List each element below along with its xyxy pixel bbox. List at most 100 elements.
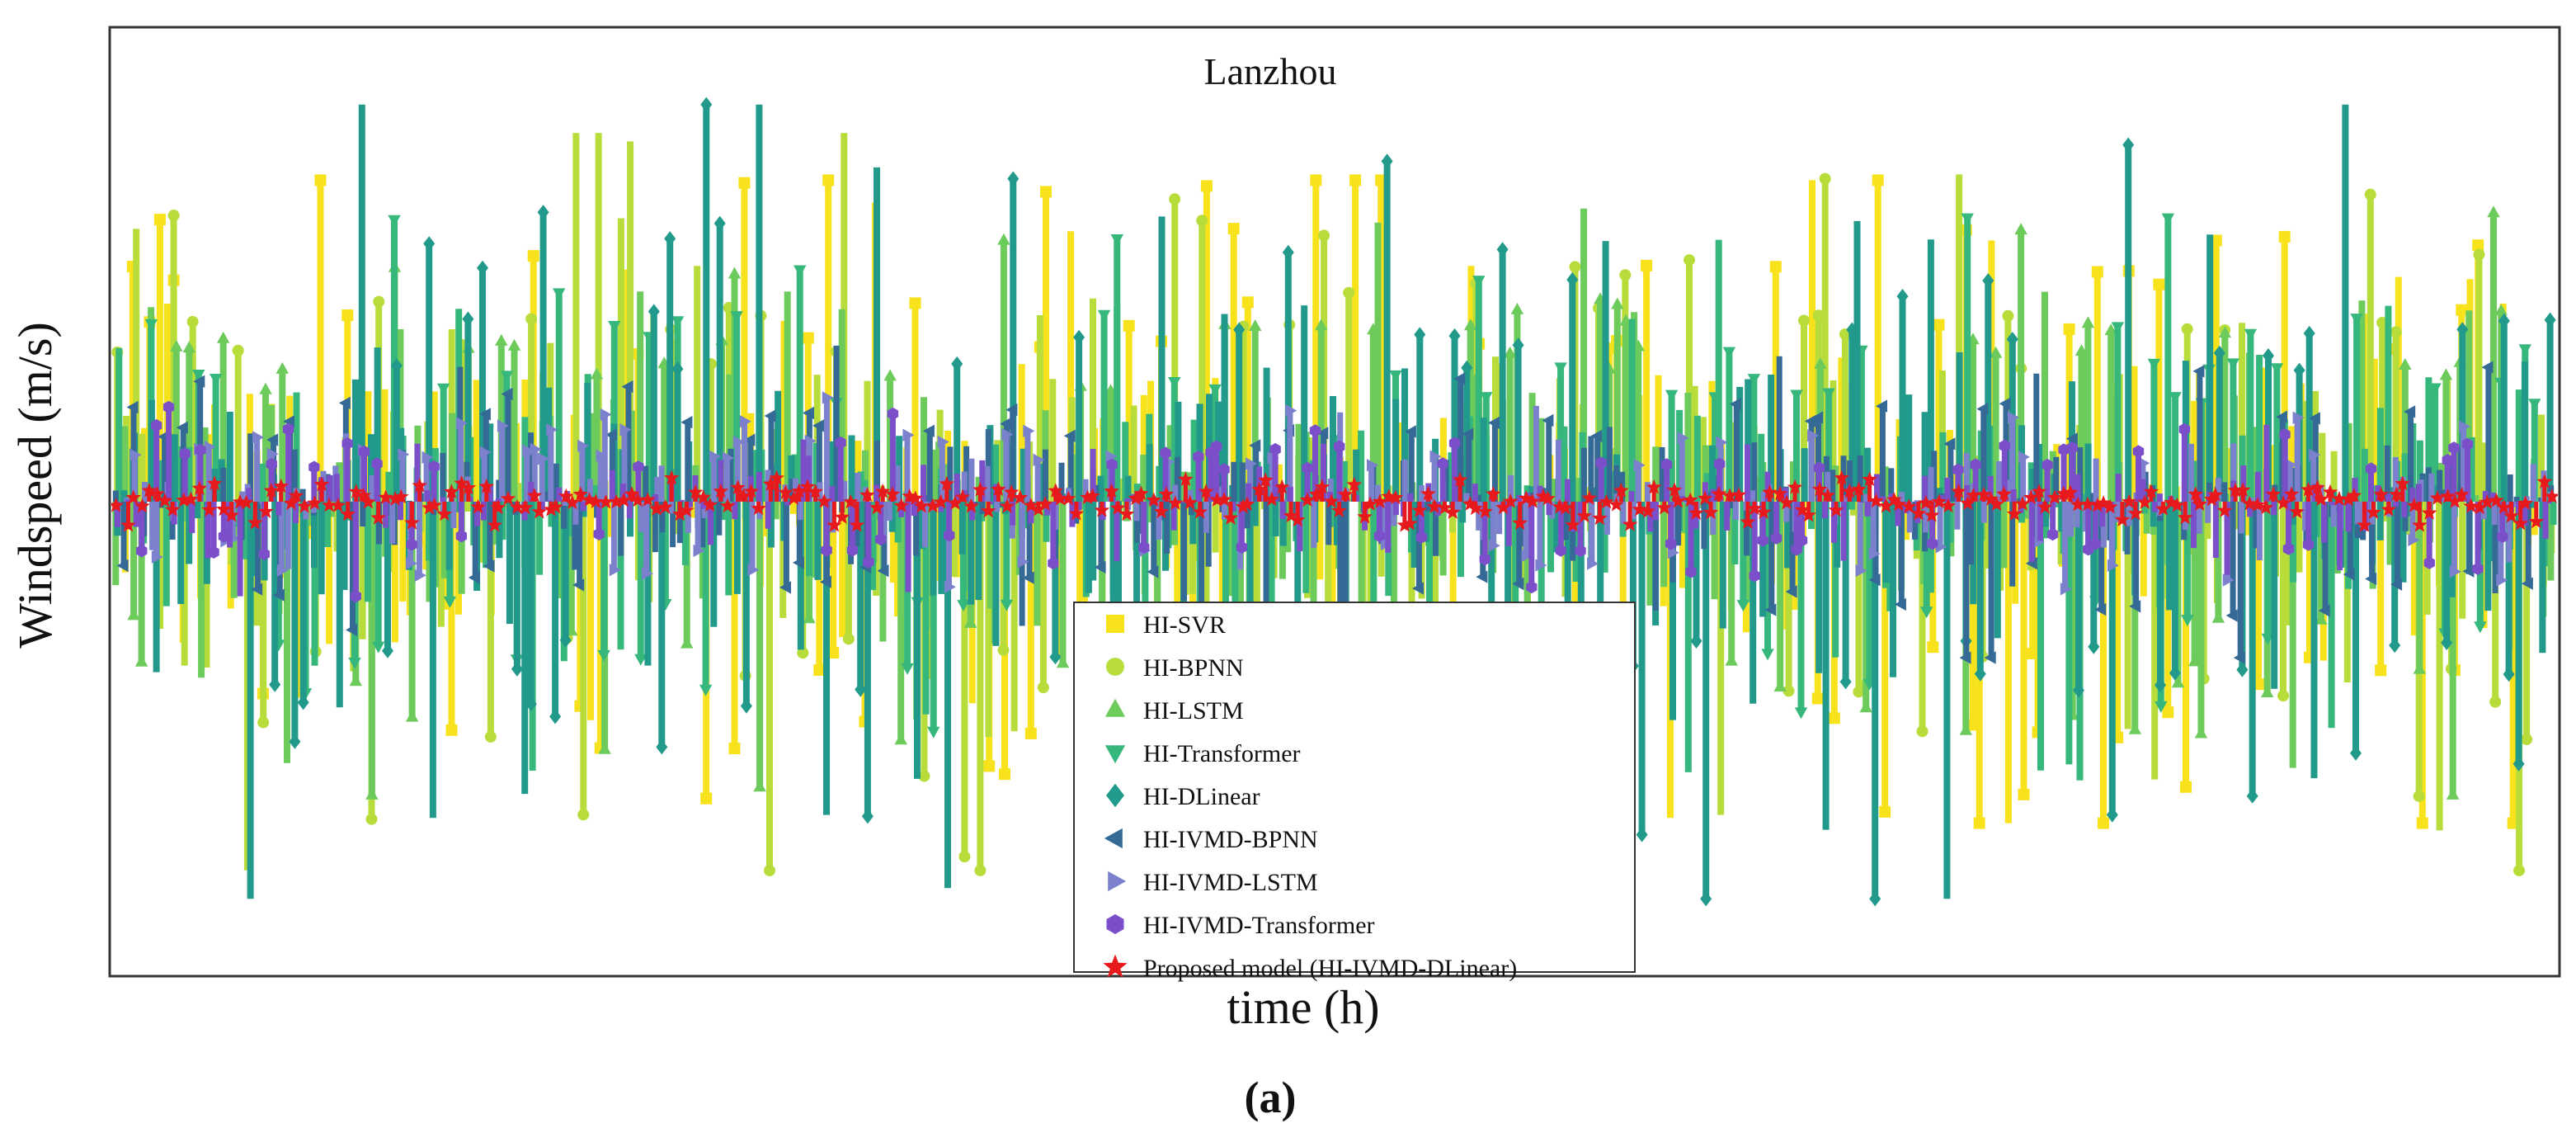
legend-label-1: HI-SVR: [1143, 611, 1226, 639]
data-point: [887, 407, 899, 421]
data-point: [2389, 638, 2401, 654]
data-point: [272, 588, 285, 602]
data-point: [1023, 498, 1039, 512]
data-point: [598, 742, 611, 754]
data-point: [1700, 891, 1712, 907]
data-point: [2037, 498, 2053, 514]
data-point: [2275, 495, 2291, 510]
legend-marker-7: [1108, 871, 1127, 892]
data-point: [1839, 674, 1852, 690]
data-point: [1061, 490, 1076, 506]
data-point: [2236, 662, 2249, 677]
data-point: [1389, 370, 1402, 382]
data-point: [1372, 493, 1388, 509]
data-point: [167, 210, 180, 222]
data-point: [455, 530, 467, 543]
data-point: [680, 636, 694, 649]
data-point: [709, 450, 721, 463]
data-point: [835, 436, 846, 450]
data-point: [1274, 479, 1290, 494]
data-point: [894, 733, 907, 745]
data-point: [2496, 499, 2512, 515]
data-point: [1542, 413, 1554, 427]
data-point: [2132, 445, 2145, 458]
data-point: [238, 494, 254, 510]
data-point: [598, 493, 614, 509]
data-point: [1037, 496, 1053, 511]
data-point: [2136, 494, 2153, 509]
data-point: [462, 311, 474, 327]
data-point: [2074, 344, 2089, 356]
data-point: [1812, 309, 1825, 322]
data-point: [1444, 504, 1461, 519]
data-point: [1608, 496, 1624, 512]
data-point: [804, 434, 817, 448]
data-point: [1346, 476, 1363, 492]
data-point: [2070, 496, 2086, 512]
data-point: [753, 780, 766, 792]
data-point: [273, 478, 290, 493]
data-point: [1488, 539, 1500, 552]
data-point: [1264, 491, 1280, 507]
data-point: [1959, 723, 1972, 735]
data-point: [1249, 439, 1261, 452]
data-point: [2289, 503, 2305, 519]
data-point: [1886, 492, 1902, 507]
data-point: [884, 486, 901, 501]
data-point: [2155, 701, 2168, 713]
data-point: [846, 544, 859, 557]
data-point: [1512, 577, 1524, 591]
data-point: [1951, 484, 1966, 498]
data-point: [1000, 599, 1014, 611]
data-point: [730, 479, 746, 495]
data-point: [2446, 493, 2463, 508]
data-point: [252, 431, 264, 444]
data-point: [1670, 493, 1686, 508]
data-point: [1961, 213, 1974, 225]
plot-area: [111, 97, 2558, 907]
data-point: [1251, 481, 1267, 497]
data-point: [1984, 651, 1996, 664]
legend-label-3: HI-LSTM: [1143, 697, 1244, 724]
data-point: [1510, 302, 1524, 314]
data-point: [2143, 484, 2159, 498]
series-4: [115, 213, 2557, 793]
data-point: [1453, 372, 1466, 385]
data-point: [999, 768, 1010, 781]
data-point: [2536, 474, 2553, 488]
data-point: [2060, 583, 2072, 596]
data-point: [1796, 534, 1808, 547]
data-point: [2162, 706, 2174, 719]
data-point: [2449, 565, 2461, 578]
data-point: [365, 813, 378, 825]
data-point: [2285, 458, 2297, 472]
data-point: [588, 493, 604, 508]
data-point: [259, 382, 272, 394]
data-point: [2063, 323, 2075, 335]
data-point: [1415, 531, 1427, 544]
data-point: [1565, 517, 1581, 532]
data-point: [414, 569, 426, 582]
data-point: [191, 480, 208, 495]
data-point: [2094, 602, 2107, 616]
data-point: [2192, 496, 2207, 512]
data-point: [1160, 446, 1171, 460]
data-point: [958, 851, 971, 863]
data-point: [1999, 397, 2011, 410]
data-point: [937, 435, 949, 449]
data-point: [2282, 542, 2295, 555]
data-point: [2006, 506, 2023, 521]
data-point: [629, 492, 646, 507]
data-point: [2111, 322, 2125, 334]
data-point: [2227, 482, 2244, 498]
data-point: [356, 487, 372, 503]
data-point: [297, 695, 309, 710]
data-point: [1731, 487, 1747, 502]
data-point: [849, 517, 865, 532]
data-point: [1123, 319, 1135, 332]
data-point: [1636, 827, 1648, 842]
data-point: [470, 498, 486, 514]
data-point: [1486, 486, 1501, 501]
data-point: [2207, 487, 2224, 502]
data-point: [2073, 682, 2084, 698]
